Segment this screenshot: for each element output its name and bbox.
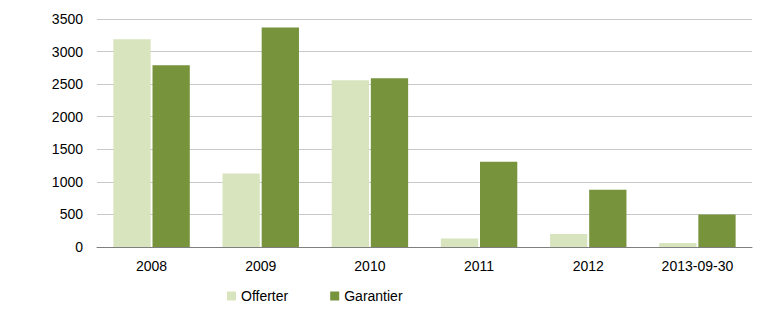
svg-text:1500: 1500 (52, 141, 83, 157)
svg-text:0: 0 (75, 239, 83, 255)
svg-text:3000: 3000 (52, 44, 83, 60)
svg-text:2010: 2010 (354, 258, 385, 274)
svg-text:Garantier: Garantier (344, 288, 403, 304)
svg-text:2009: 2009 (245, 258, 276, 274)
svg-text:2008: 2008 (136, 258, 167, 274)
svg-text:2013-09-30: 2013-09-30 (662, 258, 734, 274)
svg-text:500: 500 (60, 206, 84, 222)
svg-text:2000: 2000 (52, 109, 83, 125)
svg-text:2011: 2011 (464, 258, 494, 274)
svg-text:1000: 1000 (52, 174, 83, 190)
svg-text:3500: 3500 (52, 11, 83, 27)
svg-text:2500: 2500 (52, 76, 83, 92)
svg-text:Offerter: Offerter (241, 288, 289, 304)
svg-text:2012: 2012 (573, 258, 604, 274)
